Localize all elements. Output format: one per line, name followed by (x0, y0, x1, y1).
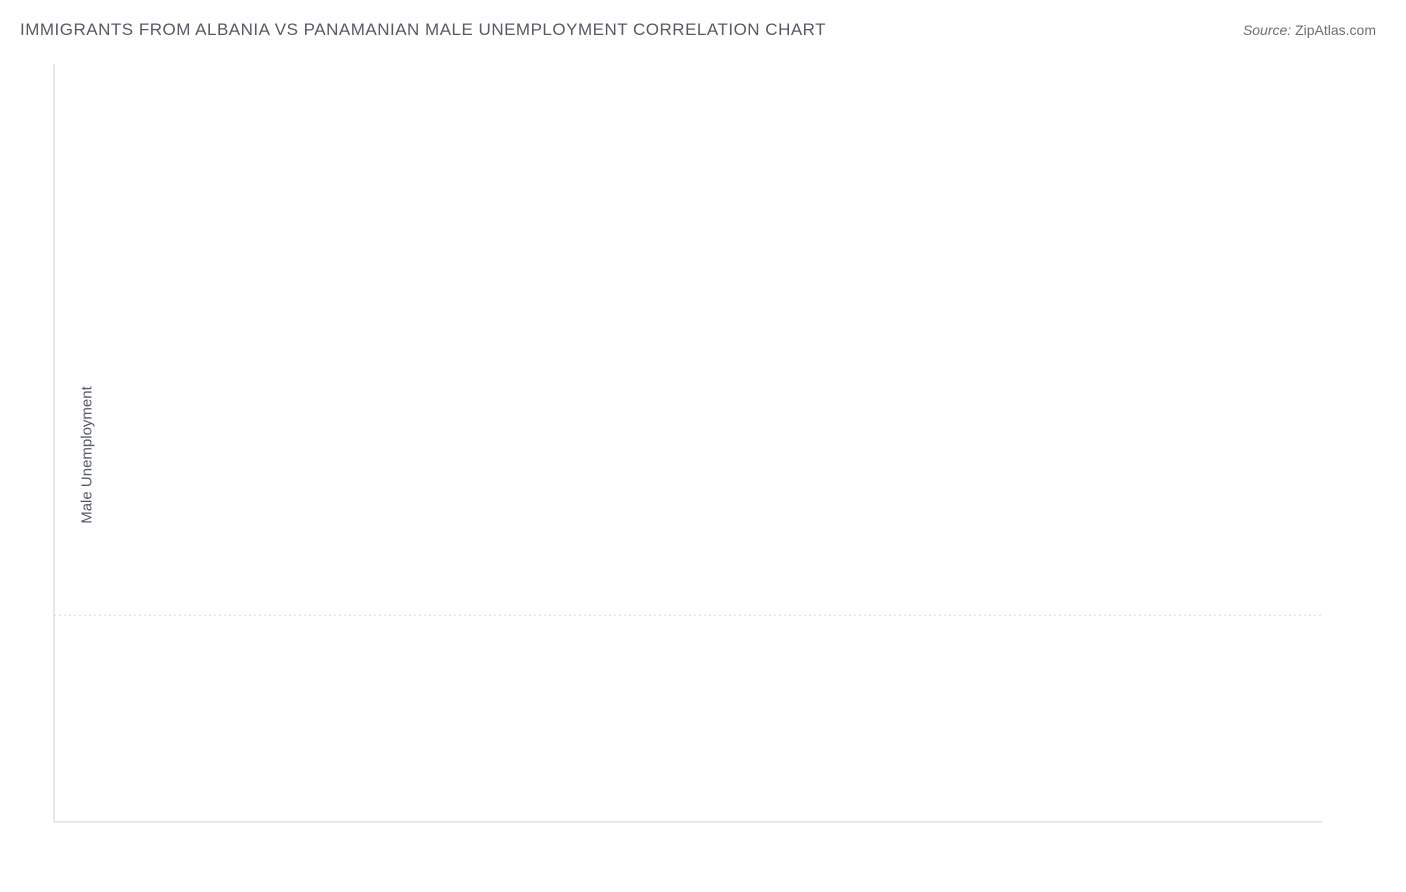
source-value: ZipAtlas.com (1295, 22, 1376, 38)
source-attribution: Source: ZipAtlas.com (1243, 22, 1376, 38)
chart-title: IMMIGRANTS FROM ALBANIA VS PANAMANIAN MA… (20, 20, 826, 40)
source-label: Source: (1243, 22, 1291, 38)
y-axis-label: Male Unemployment (78, 386, 95, 524)
plot-area: Male Unemployment (50, 60, 1380, 850)
chart-svg (50, 60, 1380, 890)
